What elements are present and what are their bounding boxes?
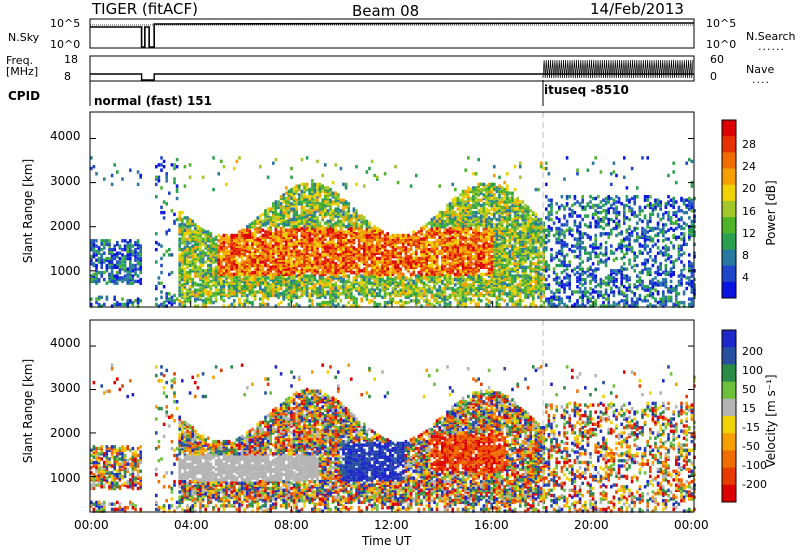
velocity-cbar-swatch-8	[722, 467, 736, 486]
n-search-label: N.Search	[746, 30, 796, 43]
velocity-cbar-tick-15: 15	[742, 402, 756, 415]
power-panel	[89, 111, 696, 308]
date-label: 14/Feb/2013	[590, 0, 684, 18]
xtick-0800: 08:00	[274, 518, 309, 532]
velocity-cbar-tick-200: 200	[742, 345, 763, 358]
velocity-cbar-swatch-9	[722, 484, 736, 503]
nave-label: Nave	[746, 63, 775, 76]
xtick-0400: 04:00	[174, 518, 209, 532]
xtick-1600: 16:00	[474, 518, 509, 532]
power-cbar-swatch-5	[722, 200, 736, 218]
velocity-ytick-1000: 1000	[50, 471, 81, 485]
velocity-cbar-swatch-3	[722, 381, 736, 400]
power-ytick-3000: 3000	[50, 174, 81, 188]
cpid-mode-1: normal (fast) 151	[94, 94, 212, 108]
freq-frame	[89, 55, 695, 82]
velocity-ytick-2000: 2000	[50, 426, 81, 440]
title: TIGER (fitACF)	[92, 0, 199, 18]
velocity-cbar-frame	[721, 329, 737, 503]
velocity-panel	[89, 319, 696, 513]
beam-label: Beam 08	[352, 2, 420, 20]
velocity-cbar-tick-m100: -100	[742, 459, 767, 472]
freq-unit-label: [MHz]	[6, 65, 39, 78]
nave-sawtooth	[542, 59, 694, 79]
n-sky-tick-max: 10^5	[50, 17, 81, 30]
n-search-tick-max: 10^5	[706, 17, 737, 30]
velocity-cbar-swatch-0	[722, 330, 736, 348]
power-cbar-swatch-3	[722, 168, 736, 186]
xtick-1200: 12:00	[374, 518, 409, 532]
velocity-cbar-swatch-4	[722, 398, 736, 417]
velocity-cbar-swatch-1	[722, 347, 736, 365]
freq-tick-min: 8	[64, 70, 71, 83]
x-axis-label: Time UT	[362, 534, 412, 548]
freq-tick-max: 18	[64, 53, 78, 66]
power-cbar-swatch-8	[722, 249, 736, 267]
n-sky-trace	[90, 22, 695, 48]
power-cbar-tick-8: 8	[742, 249, 749, 262]
n-search-tick-min: 10^0	[706, 38, 737, 51]
velocity-ytick-3000: 3000	[50, 381, 81, 395]
power-cbar-tick-12: 12	[742, 227, 756, 240]
cpid-label: CPID	[8, 89, 41, 103]
nave-tick-min: 0	[710, 70, 717, 83]
velocity-cbar-tick-m200: -200	[742, 478, 767, 491]
velocity-cbar-tick-50: 50	[742, 383, 756, 396]
power-cbar-swatch-10	[722, 281, 736, 299]
velocity-ylabel: Slant Range [km]	[21, 358, 35, 464]
power-cbar-tick-4: 4	[742, 271, 749, 284]
velocity-cbar-swatch-5	[722, 416, 736, 434]
velocity-cbar-tick-m15: -15	[742, 421, 760, 434]
power-cbar-tick-20: 20	[742, 182, 756, 195]
cpid-mode-2: ituseq -8510	[544, 83, 629, 97]
velocity-cbar-tick-m50: -50	[742, 440, 760, 453]
nave-tick-max: 60	[710, 53, 724, 66]
power-cbar-tick-28: 28	[742, 138, 756, 151]
velocity-cbar-swatch-6	[722, 433, 736, 451]
power-cbar-swatch-2	[722, 152, 736, 170]
freq-trace	[90, 73, 694, 81]
power-cbar-label: Power [dB]	[764, 180, 778, 246]
power-cbar-frame	[721, 119, 737, 299]
power-cbar-swatch-4	[722, 184, 736, 202]
summary-panels	[89, 18, 695, 106]
power-cbar-tick-16: 16	[742, 205, 756, 218]
velocity-cbar-tick-100: 100	[742, 364, 763, 377]
nave-legend-dots: ....	[752, 73, 770, 86]
power-cbar-swatch-7	[722, 233, 736, 250]
power-ytick-4000: 4000	[50, 129, 81, 143]
power-ytick-2000: 2000	[50, 219, 81, 233]
n-sky-label: N.Sky	[8, 31, 40, 44]
power-cbar-tick-24: 24	[742, 160, 756, 173]
freq-label: Freq.	[6, 54, 34, 67]
axes	[721, 119, 737, 503]
power-cbar-swatch-9	[722, 265, 736, 283]
xtick-2000: 20:00	[574, 518, 609, 532]
n-search-legend-dots: ......	[758, 40, 785, 53]
power-cbar-swatch-0	[722, 120, 736, 137]
xtick-0000: 00:00	[74, 518, 109, 532]
velocity-cbar-swatch-7	[722, 450, 736, 469]
n-sky-tick-min: 10^0	[50, 38, 81, 51]
power-cbar-swatch-6	[722, 217, 736, 234]
velocity-cbar-label: Velocity [m s⁻¹]	[764, 374, 778, 468]
xtick-2400: 00:00	[674, 518, 709, 532]
velocity-ytick-4000: 4000	[50, 336, 81, 350]
power-ylabel: Slant Range [km]	[21, 158, 35, 264]
power-ytick-1000: 1000	[50, 264, 81, 278]
velocity-cbar-swatch-2	[722, 364, 736, 383]
power-cbar-swatch-1	[722, 136, 736, 153]
